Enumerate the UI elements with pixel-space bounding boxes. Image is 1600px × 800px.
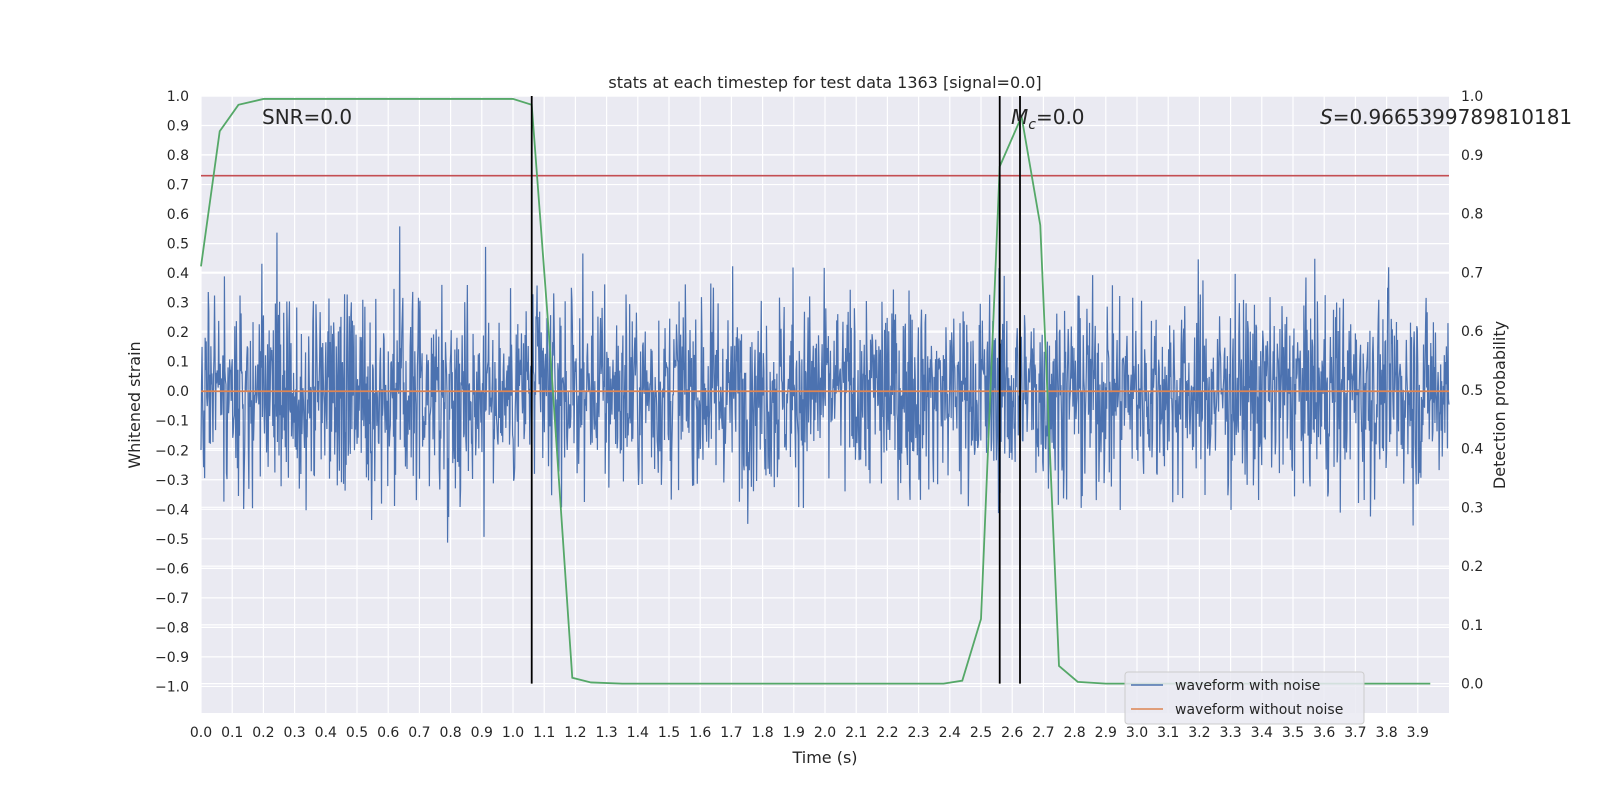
x-tick-label: 0.3 bbox=[283, 725, 305, 741]
y-left-tick-label: 0.0 bbox=[167, 384, 189, 400]
mc-subscript: c bbox=[1028, 117, 1036, 133]
vertical-markers bbox=[530, 96, 1021, 684]
y-right-tick-label: 0.1 bbox=[1461, 618, 1483, 634]
y-right-tick-label: 0.8 bbox=[1461, 207, 1483, 223]
x-tick-label: 2.1 bbox=[845, 725, 867, 741]
y-right-tick-label: 0.4 bbox=[1461, 442, 1483, 458]
x-tick-label: 2.0 bbox=[814, 725, 836, 741]
x-tick-labels: 0.0 0.1 0.2 0.3 0.4 0.5 0.6 0.7 0.8 0.9 1.0 1.1 1.2 1… bbox=[190, 725, 1429, 741]
y-left-tick-label: −0.8 bbox=[155, 620, 189, 636]
mc-value: =0.0 bbox=[1036, 105, 1085, 129]
y-left-tick-label: −0.4 bbox=[155, 502, 189, 518]
x-tick-label: 0.7 bbox=[408, 725, 430, 741]
y-left-tick-label: −0.7 bbox=[155, 591, 189, 607]
y-right-tick-label: 1.0 bbox=[1461, 89, 1483, 105]
x-tick-label: 2.9 bbox=[1095, 725, 1117, 741]
y-left-tick-label: 0.3 bbox=[167, 296, 189, 312]
y-left-tick-label: 0.8 bbox=[167, 148, 189, 164]
x-tick-label: 2.4 bbox=[939, 725, 961, 741]
mc-annotation: Mc=0.0 bbox=[1011, 105, 1085, 133]
y-right-tick-label: 0.5 bbox=[1461, 383, 1483, 399]
mc-symbol: M bbox=[1011, 105, 1028, 129]
y-left-tick-label: 0.5 bbox=[167, 237, 189, 253]
chart-title: stats at each timestep for test data 136… bbox=[608, 73, 1041, 92]
y-left-tick-label: 0.1 bbox=[167, 355, 189, 371]
y-left-tick-label: 0.6 bbox=[167, 207, 189, 223]
s-annotation: S=0.9665399789810181 bbox=[1320, 105, 1572, 129]
s-symbol: S bbox=[1320, 105, 1333, 129]
x-tick-label: 2.6 bbox=[1001, 725, 1023, 741]
y-left-tick-label: −0.6 bbox=[155, 561, 189, 577]
legend: waveform with noise waveform without noi… bbox=[1124, 671, 1365, 725]
x-tick-label: 3.2 bbox=[1188, 725, 1210, 741]
y-left-tick-label: −1.0 bbox=[155, 679, 189, 695]
x-tick-label: 2.8 bbox=[1063, 725, 1085, 741]
s-value: =0.9665399789810181 bbox=[1333, 105, 1572, 129]
y-left-tick-label: 0.9 bbox=[167, 119, 189, 135]
legend-label-clean: waveform without noise bbox=[1175, 702, 1343, 718]
x-tick-label: 3.1 bbox=[1157, 725, 1179, 741]
x-tick-label: 2.7 bbox=[1032, 725, 1054, 741]
y-right-tick-label: 0.0 bbox=[1461, 677, 1483, 693]
y-left-tick-label: −0.1 bbox=[155, 414, 189, 430]
x-tick-label: 3.3 bbox=[1219, 725, 1241, 741]
x-tick-label: 3.4 bbox=[1251, 725, 1273, 741]
x-tick-label: 2.5 bbox=[970, 725, 992, 741]
x-tick-label: 1.6 bbox=[689, 725, 711, 741]
legend-box bbox=[1124, 671, 1365, 725]
noise-waveform-line bbox=[200, 226, 1450, 543]
x-tick-label: 2.2 bbox=[876, 725, 898, 741]
x-tick-label: 0.1 bbox=[221, 725, 243, 741]
y-axis-right-label: Detection probability bbox=[1490, 321, 1509, 489]
y-right-tick-label: 0.6 bbox=[1461, 324, 1483, 340]
y-left-tick-label: −0.9 bbox=[155, 650, 189, 666]
x-tick-label: 3.7 bbox=[1344, 725, 1366, 741]
y-right-tick-label: 0.3 bbox=[1461, 500, 1483, 516]
legend-label-noise: waveform with noise bbox=[1175, 678, 1320, 694]
y-left-tick-label: 0.2 bbox=[167, 325, 189, 341]
y-left-tick-labels: 1.0 0.9 0.8 0.7 0.6 0.5 0.4 0.3 0.2 0.1 0.0 −0.1 −0.… bbox=[155, 89, 189, 695]
x-tick-label: 1.9 bbox=[783, 725, 805, 741]
y-left-tick-label: −0.2 bbox=[155, 443, 189, 459]
x-tick-label: 1.7 bbox=[720, 725, 742, 741]
x-tick-label: 0.8 bbox=[439, 725, 461, 741]
x-tick-label: 1.4 bbox=[627, 725, 649, 741]
x-tick-label: 3.5 bbox=[1282, 725, 1304, 741]
x-tick-label: 1.3 bbox=[595, 725, 617, 741]
x-tick-label: 2.3 bbox=[907, 725, 929, 741]
x-tick-label: 1.1 bbox=[533, 725, 555, 741]
x-tick-label: 0.6 bbox=[377, 725, 399, 741]
snr-annotation: SNR=0.0 bbox=[262, 105, 352, 129]
y-left-tick-label: −0.3 bbox=[155, 473, 189, 489]
y-left-tick-label: 1.0 bbox=[167, 89, 189, 105]
y-right-tick-label: 0.9 bbox=[1461, 148, 1483, 164]
y-axis-left-label: Whitened strain bbox=[125, 341, 144, 468]
y-right-tick-label: 0.2 bbox=[1461, 559, 1483, 575]
noise-series bbox=[200, 226, 1450, 543]
x-tick-label: 3.9 bbox=[1407, 725, 1429, 741]
x-axis-label: Time (s) bbox=[791, 748, 857, 767]
line-series bbox=[200, 98, 1449, 685]
x-tick-label: 0.4 bbox=[315, 725, 337, 741]
x-tick-label: 3.6 bbox=[1313, 725, 1335, 741]
x-tick-label: 1.5 bbox=[658, 725, 680, 741]
x-tick-label: 0.2 bbox=[252, 725, 274, 741]
x-tick-label: 1.2 bbox=[564, 725, 586, 741]
x-tick-label: 1.8 bbox=[751, 725, 773, 741]
y-left-tick-label: 0.7 bbox=[167, 178, 189, 194]
x-tick-label: 3.8 bbox=[1375, 725, 1397, 741]
x-tick-label: 3.0 bbox=[1126, 725, 1148, 741]
y-right-tick-labels: 1.0 0.9 0.8 0.7 0.6 0.5 0.4 0.3 0.2 0.1 0.0 bbox=[1461, 89, 1483, 693]
x-tick-label: 0.5 bbox=[346, 725, 368, 741]
detection-probability-line bbox=[200, 98, 1431, 685]
y-left-tick-label: −0.5 bbox=[155, 532, 189, 548]
y-right-tick-label: 0.7 bbox=[1461, 265, 1483, 281]
x-tick-label: 1.0 bbox=[502, 725, 524, 741]
y-left-tick-label: 0.4 bbox=[167, 266, 189, 282]
x-tick-label: 0.9 bbox=[471, 725, 493, 741]
x-tick-label: 0.0 bbox=[190, 725, 212, 741]
